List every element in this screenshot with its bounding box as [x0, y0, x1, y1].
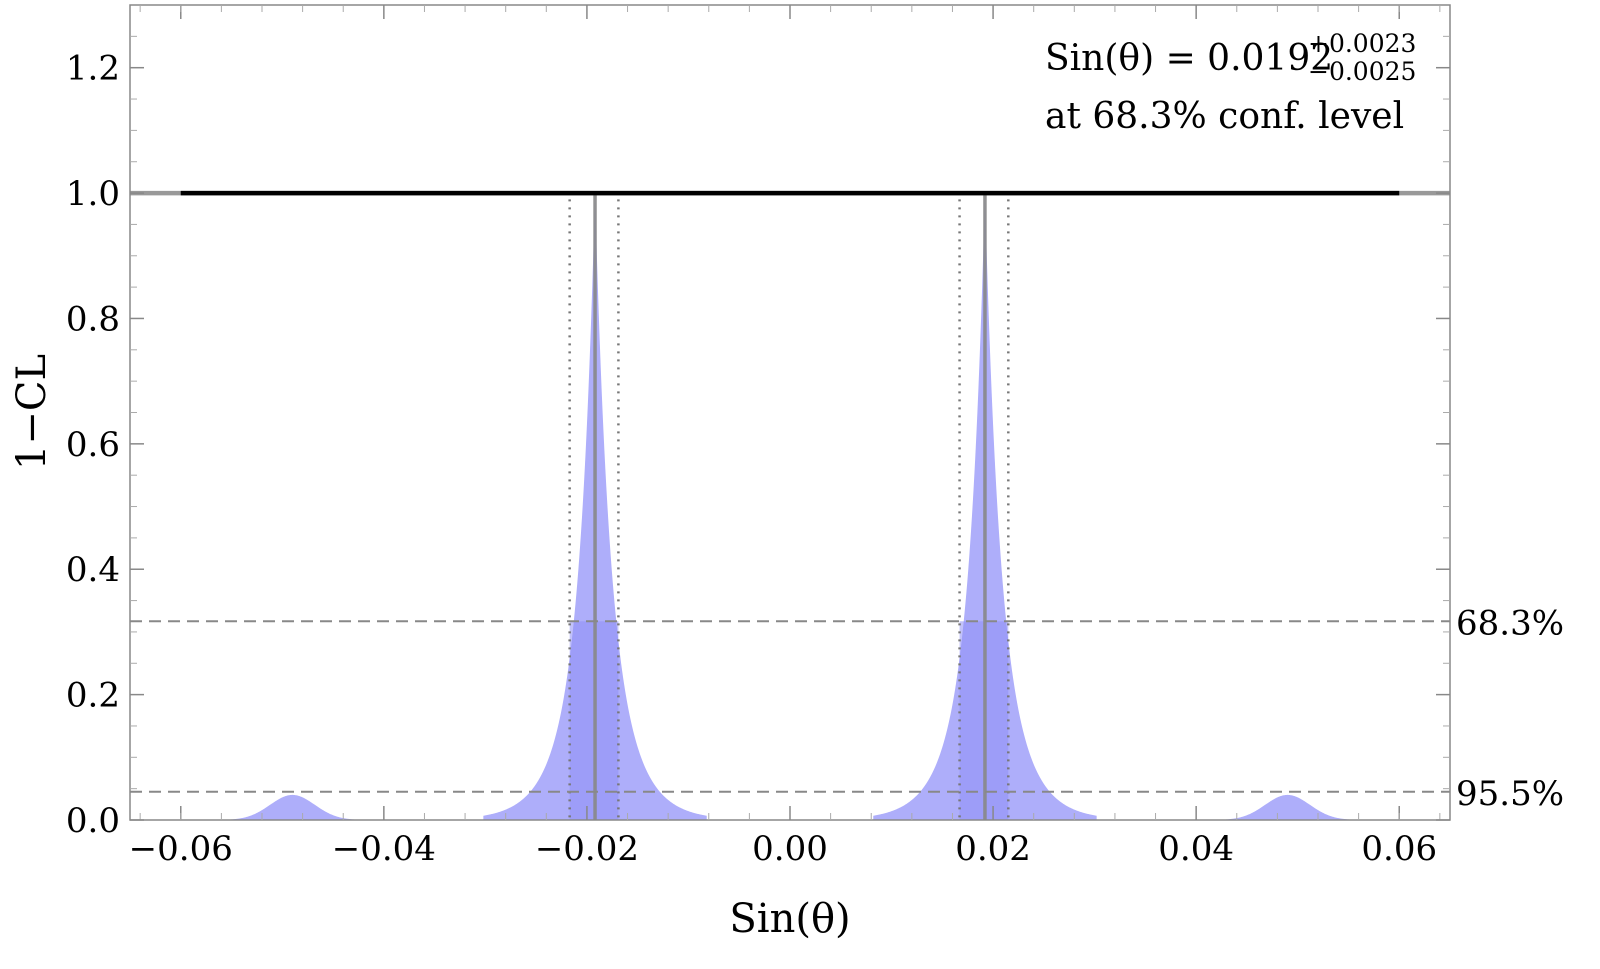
- y-tick-label-4: 0.8: [66, 299, 120, 339]
- x-tick-label-0: −0.06: [129, 829, 233, 869]
- y-axis-title: 1−CL: [9, 354, 55, 470]
- x-axis-title: Sin(θ): [729, 896, 850, 942]
- y-tick-label-2: 0.4: [66, 550, 120, 590]
- y-tick-label-6: 1.2: [66, 49, 120, 89]
- annotation-box: Sin(θ) = 0.0192 +0.0023 −0.0025 at 68.3%…: [1045, 29, 1416, 137]
- cl-label-1: 95.5%: [1456, 774, 1564, 814]
- x-tick-label-2: −0.02: [535, 829, 639, 869]
- y-tick-label-0: 0.0: [66, 801, 120, 841]
- x-tick-label-5: 0.04: [1158, 829, 1234, 869]
- secondary-peak-area-1: [1221, 794, 1354, 820]
- y-tick-label-1: 0.2: [66, 676, 120, 716]
- y-tick-label-5: 1.0: [66, 174, 120, 214]
- x-tick-label-1: −0.04: [332, 829, 436, 869]
- annotation-lower-error: −0.0025: [1308, 57, 1416, 86]
- axis-ticks: [130, 5, 1450, 821]
- annotation-main: Sin(θ) = 0.0192: [1045, 38, 1333, 79]
- secondary-peak-area-0: [226, 794, 359, 820]
- x-tick-label-3: 0.00: [752, 829, 828, 869]
- x-tick-label-4: 0.02: [955, 829, 1031, 869]
- cl-label-0: 68.3%: [1456, 603, 1564, 643]
- x-tick-label-6: 0.06: [1361, 829, 1437, 869]
- plot-area: [130, 190, 1450, 820]
- annotation-confidence: at 68.3% conf. level: [1045, 96, 1404, 137]
- y-tick-label-3: 0.6: [66, 425, 120, 465]
- annotation-upper-error: +0.0023: [1308, 29, 1416, 58]
